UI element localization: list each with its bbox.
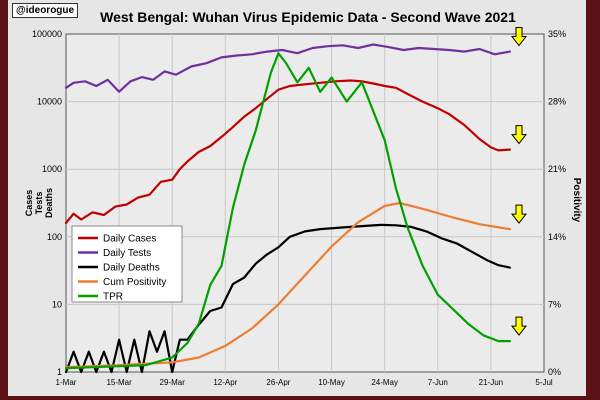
arrow-icon bbox=[510, 125, 528, 145]
x-tick-label: 26-Apr bbox=[266, 378, 290, 387]
arrow-icon bbox=[510, 27, 528, 47]
y-tick-label-left: 100000 bbox=[32, 29, 62, 39]
arrow-icon bbox=[510, 316, 528, 336]
y-axis-label-right: Positivity bbox=[571, 178, 582, 223]
series-line-daily-tests bbox=[64, 43, 511, 93]
y-tick-label-left: 1000 bbox=[42, 164, 62, 174]
y-tick-label-right: 21% bbox=[548, 164, 566, 174]
y-tick-label-right: 28% bbox=[548, 97, 566, 107]
series-line-daily-cases bbox=[64, 79, 511, 225]
arrow-icon bbox=[510, 204, 528, 224]
chart: 1 10 100 1000 10000 100000 0% 7% 14% 21% 28% 35% 1… bbox=[24, 9, 582, 387]
series-layer bbox=[64, 43, 511, 374]
series-line-tpr bbox=[64, 52, 511, 370]
series-line-daily-deaths bbox=[64, 223, 511, 374]
y-tick-label-left: 100 bbox=[47, 232, 62, 242]
y-tick-label-right: 0% bbox=[548, 367, 561, 377]
arrows bbox=[510, 27, 528, 336]
y-tick-label-left: 10000 bbox=[37, 97, 62, 107]
legend-label: TPR bbox=[103, 292, 123, 303]
y-tick-label-right: 14% bbox=[548, 232, 566, 242]
legend: Daily Cases Daily Tests Daily Deaths Cum Po… bbox=[71, 225, 183, 303]
x-tick-label: 29-Mar bbox=[160, 378, 186, 387]
watermark-badge: @ideorogue bbox=[12, 3, 79, 18]
x-tick-label: 1-Mar bbox=[56, 378, 77, 387]
x-ticks: 1-Mar 15-Mar 29-Mar 12-Apr 26-Apr 10-May 24-Ma… bbox=[56, 378, 553, 387]
y-axis-label-left: CasesTestsDeaths bbox=[24, 188, 54, 218]
legend-label: Daily Tests bbox=[103, 248, 151, 259]
x-tick-label: 21-Jun bbox=[479, 378, 503, 387]
y-axis-label-line: Cases bbox=[24, 190, 34, 217]
y-tick-label-left: 10 bbox=[52, 299, 62, 309]
chart-title: West Bengal: Wuhan Virus Epidemic Data -… bbox=[100, 9, 516, 25]
legend-label: Daily Deaths bbox=[103, 263, 160, 274]
y-tick-label-right: 35% bbox=[548, 29, 566, 39]
x-tick-label: 15-Mar bbox=[106, 378, 132, 387]
x-tick-label: 10-May bbox=[318, 378, 345, 387]
x-tick-label: 12-Apr bbox=[213, 378, 237, 387]
series-line-cum-positivity bbox=[64, 201, 511, 369]
x-tick-label: 24-May bbox=[371, 378, 398, 387]
y-ticks-right: 0% 7% 14% 21% 28% 35% bbox=[548, 29, 566, 377]
x-tick-label: 7-Jun bbox=[428, 378, 448, 387]
y-ticks-left: 1 10 100 1000 10000 100000 bbox=[32, 29, 62, 377]
x-tick-label: 5-Jul bbox=[535, 378, 553, 387]
plot-area bbox=[65, 33, 545, 373]
legend-label: Cum Positivity bbox=[103, 277, 166, 288]
chart-frame: 1 10 100 1000 10000 100000 0% 7% 14% 21% 28% 35% 1… bbox=[8, 0, 586, 396]
legend-label: Daily Cases bbox=[103, 234, 156, 245]
y-tick-label-left: 1 bbox=[57, 367, 62, 377]
y-tick-label-right: 7% bbox=[548, 299, 561, 309]
y-axis-label-line: Tests bbox=[34, 192, 44, 215]
y-axis-label-line: Deaths bbox=[44, 188, 54, 218]
